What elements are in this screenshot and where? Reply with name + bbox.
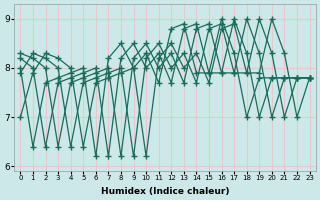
X-axis label: Humidex (Indice chaleur): Humidex (Indice chaleur) [101, 187, 229, 196]
